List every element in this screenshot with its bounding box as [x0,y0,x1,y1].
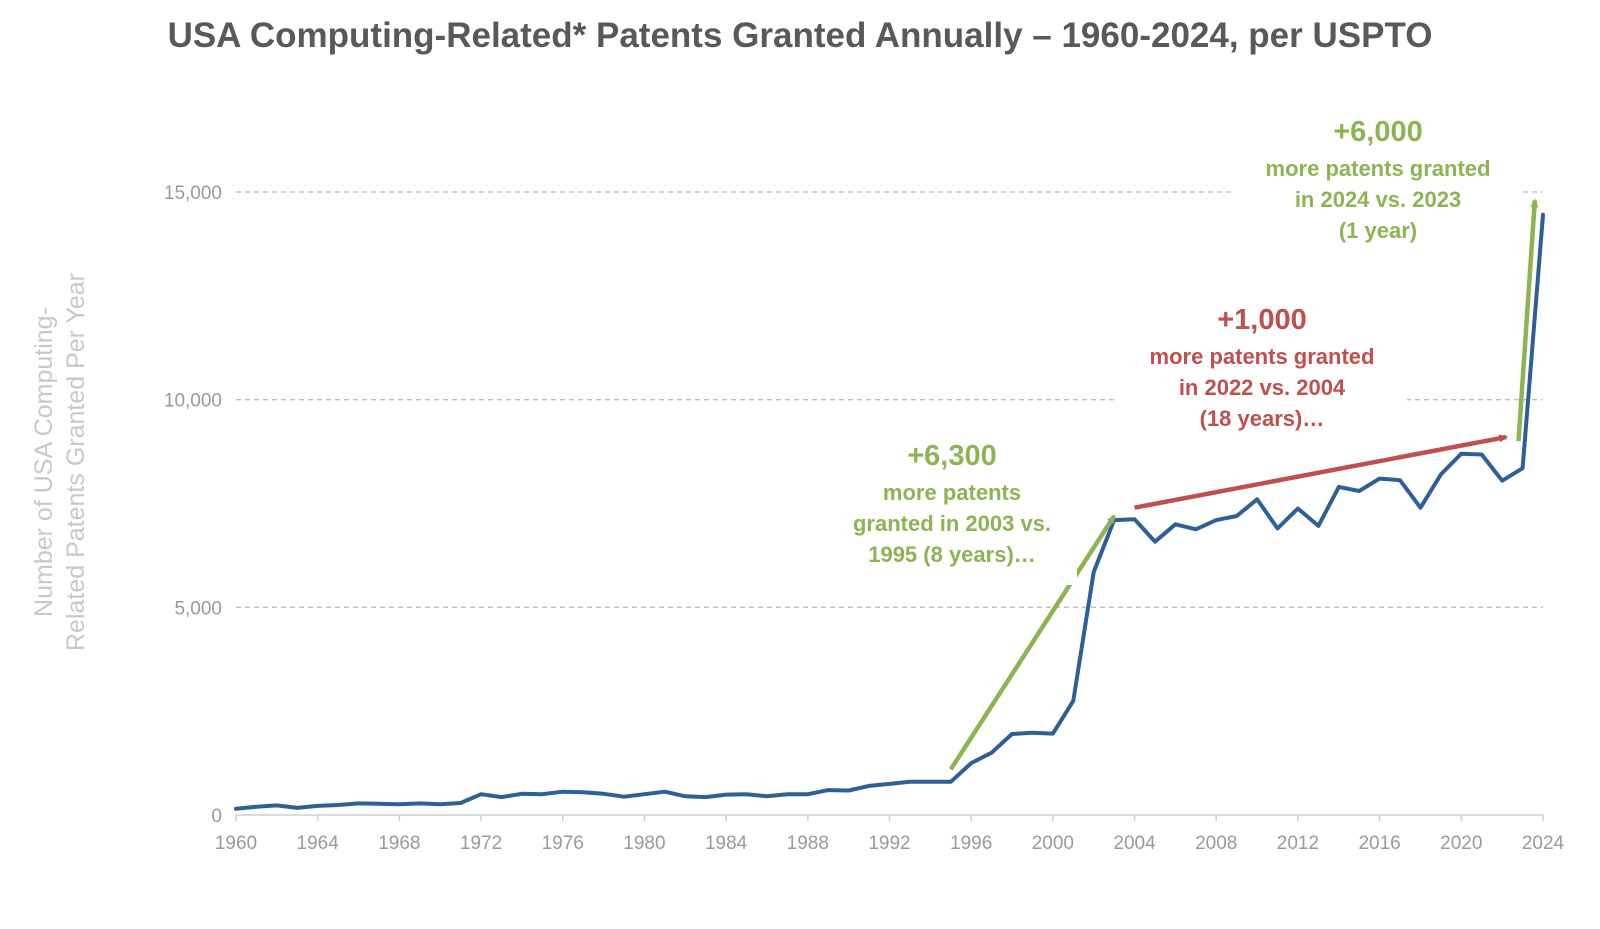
y-tick-label: 10,000 [164,391,222,412]
x-tick-label: 2012 [1277,833,1319,854]
x-tick-label: 2004 [1113,833,1156,854]
x-tick-label: 1960 [215,833,257,854]
annotation-line: more patents [883,480,1021,505]
x-tick-label: 2008 [1195,833,1237,854]
x-tick-label: 1992 [868,833,910,854]
annotation-line: in 2022 vs. 2004 [1179,375,1346,400]
annotation-line: granted in 2003 vs. [853,511,1051,536]
chart-title: USA Computing-Related* Patents Granted A… [167,16,1433,55]
annotation-background [827,435,1077,585]
x-tick-label: 1984 [705,833,748,854]
annotation-line: 1995 (8 years)… [868,542,1036,567]
series [234,212,1545,811]
x-tick-label: 2016 [1358,833,1400,854]
y-tick-label: 0 [211,806,222,827]
annotation-value: +6,000 [1333,116,1423,148]
annotation-background [1117,299,1407,449]
annotation-value: +1,000 [1217,304,1307,336]
annotation-arrow [1516,198,1539,442]
annotation-line: more patents granted [1150,344,1375,369]
x-tick-label: 2000 [1032,833,1074,854]
x-tick-label: 1988 [787,833,829,854]
annotations: +6,300 more patents granted in 2003 vs. 199… [827,111,1539,771]
axes: 0 5,000 10,000 15,000 1960 1964 1968 1972 1976 19… [164,183,1565,854]
x-tick-label: 1980 [623,833,665,854]
annotation-value: +6,300 [907,440,997,472]
x-tick-label: 1964 [297,833,340,854]
x-tick-label: 1968 [378,833,420,854]
annotation-line: in 2024 vs. 2023 [1295,187,1461,212]
x-tick-label: 1996 [950,833,992,854]
annotation-arrow [948,514,1117,771]
annotation-arrow [1134,434,1509,510]
x-tick-label: 2024 [1522,833,1565,854]
annotation-line: (18 years)… [1200,406,1325,431]
x-tick-label: 1972 [460,833,502,854]
annotation-background [1233,111,1523,261]
annotation-line: (1 year) [1339,218,1417,243]
x-tick-label: 2020 [1440,833,1482,854]
x-tick-label: 1976 [542,833,584,854]
y-tick-label: 5,000 [174,598,222,619]
y-tick-label: 15,000 [164,183,222,204]
annotation-line: more patents granted [1266,156,1491,181]
series-line [234,212,1545,811]
